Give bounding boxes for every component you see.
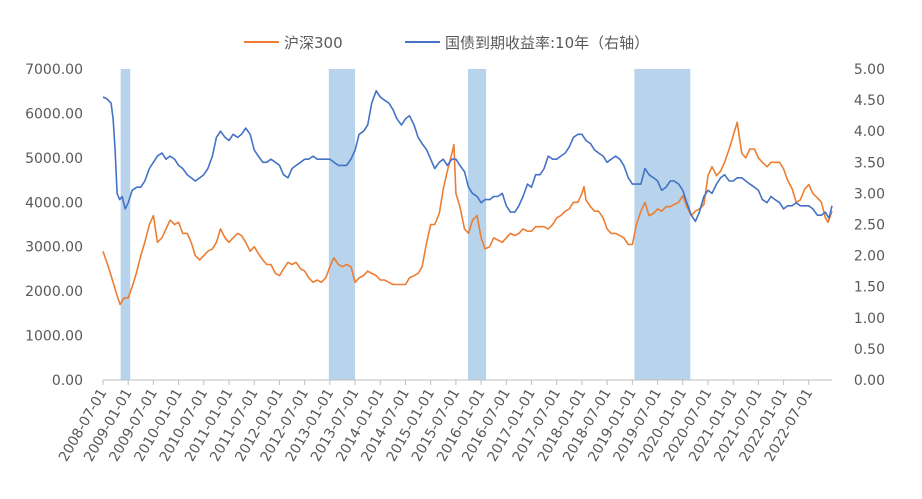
x-axis: 2008-07-012009-01-012009-07-012010-01-01… (56, 380, 816, 464)
y-left-tick-label: 2000.00 (25, 284, 83, 300)
y-right-tick-label: 3.50 (854, 155, 885, 171)
y-left-tick-label: 1000.00 (25, 329, 83, 345)
y-right-tick-label: 4.00 (854, 124, 885, 140)
y-right-tick-label: 3.00 (854, 186, 885, 202)
y-left-tick-label: 6000.00 (25, 106, 83, 122)
shaded-periods (120, 69, 691, 380)
legend-label-1: 沪深300 (284, 34, 343, 52)
series-lines (102, 90, 833, 306)
legend-label-2: 国债到期收益率:10年（右轴） (445, 34, 649, 52)
shaded-period-1 (120, 69, 131, 380)
series-line-2 (102, 90, 833, 223)
y-right-tick-label: 5.00 (854, 62, 885, 78)
series-line-1 (102, 121, 833, 306)
y-right-tick-label: 4.50 (854, 93, 885, 109)
y-left-tick-label: 4000.00 (25, 195, 83, 211)
y-right-tick-label: 1.00 (854, 311, 885, 327)
y-right-tick-label: 0.00 (854, 373, 885, 389)
right-y-axis: 0.00 0.50 1.00 1.50 2.00 2.50 3.00 3.50 4.00 4.50… (854, 62, 885, 389)
y-left-tick-label: 5000.00 (25, 151, 83, 167)
y-left-tick-label: 7000.00 (25, 62, 83, 78)
y-left-tick-label: 3000.00 (25, 240, 83, 256)
shaded-period-3 (468, 69, 487, 380)
y-right-tick-label: 0.50 (854, 342, 885, 358)
legend: 沪深300 国债到期收益率:10年（右轴） (244, 34, 649, 52)
y-left-tick-label: 0.00 (52, 373, 83, 389)
shaded-period-4 (634, 69, 691, 380)
y-right-tick-label: 1.50 (854, 280, 885, 296)
y-right-tick-label: 2.50 (854, 218, 885, 234)
y-right-tick-label: 2.00 (854, 249, 885, 265)
shaded-period-2 (328, 69, 356, 380)
left-y-axis: 0.00 1000.00 2000.00 3000.00 4000.00 5000.00 6… (25, 62, 83, 389)
